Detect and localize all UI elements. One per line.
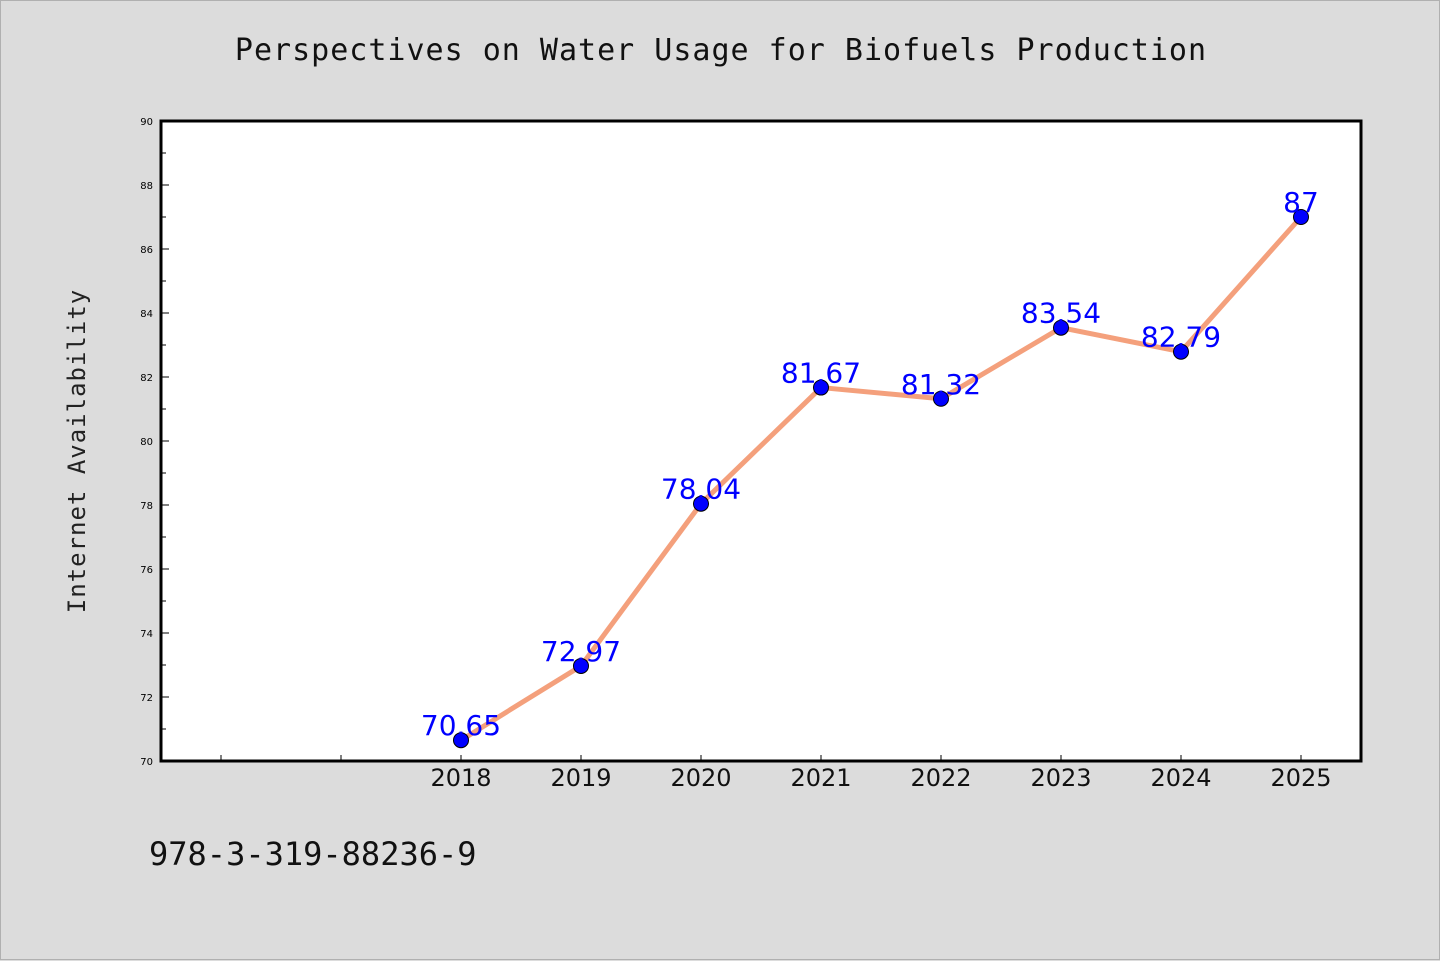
- y-tick-label: 86: [140, 245, 153, 256]
- x-tick-label: 2024: [1150, 764, 1211, 792]
- y-tick-label: 76: [140, 565, 153, 576]
- data-label: 70.65: [421, 709, 501, 742]
- x-tick-label: 2023: [1030, 764, 1091, 792]
- x-tick-label: 2021: [790, 764, 851, 792]
- data-point: [693, 495, 709, 512]
- data-series: 70.65 72.97 78.04 81.67 81.32 83.54 82.79 87: [421, 186, 1319, 749]
- data-point: [1293, 209, 1309, 225]
- y-tick-label: 80: [140, 437, 153, 448]
- x-axis: 2018 2019 2020 2021 2022 2023 2024 2025: [220, 755, 1332, 792]
- y-tick-label: 90: [140, 117, 153, 128]
- chart-title: Perspectives on Water Usage for Biofuels…: [234, 33, 1208, 68]
- data-label: 78.04: [661, 473, 741, 506]
- isbn-annotation: 978-3-319-88236-9: [149, 835, 477, 873]
- y-tick-label: 70: [140, 757, 153, 768]
- y-tick-label: 72: [140, 693, 153, 704]
- x-tick-label: 2019: [550, 764, 611, 792]
- data-point: [453, 732, 469, 749]
- y-tick-label: 82: [140, 373, 153, 384]
- y-tick-label: 84: [140, 309, 153, 320]
- data-point: [933, 390, 949, 407]
- data-point: [813, 379, 829, 396]
- data-point: [573, 657, 589, 674]
- data-label: 81.32: [901, 368, 981, 401]
- x-tick-label: 2025: [1270, 764, 1331, 792]
- x-tick-label: 2022: [910, 764, 971, 792]
- data-label: 81.67: [781, 357, 861, 390]
- y-tick-label: 78: [140, 501, 153, 512]
- data-label: 87: [1283, 186, 1319, 219]
- data-label: 82.79: [1141, 321, 1221, 354]
- data-point: [1053, 319, 1069, 336]
- data-point: [1173, 343, 1189, 360]
- y-tick-label: 74: [140, 629, 153, 640]
- y-axis: 70 72 74 76 78 80 82 84 86 88 90: [140, 117, 169, 768]
- data-label: 83.54: [1021, 297, 1101, 330]
- data-label: 72.97: [541, 635, 621, 668]
- x-tick-label: 2018: [430, 764, 491, 792]
- y-tick-label: 88: [140, 181, 153, 192]
- series-line: [458, 214, 1304, 743]
- plot-area: [159, 119, 1363, 763]
- x-tick-label: 2020: [670, 764, 731, 792]
